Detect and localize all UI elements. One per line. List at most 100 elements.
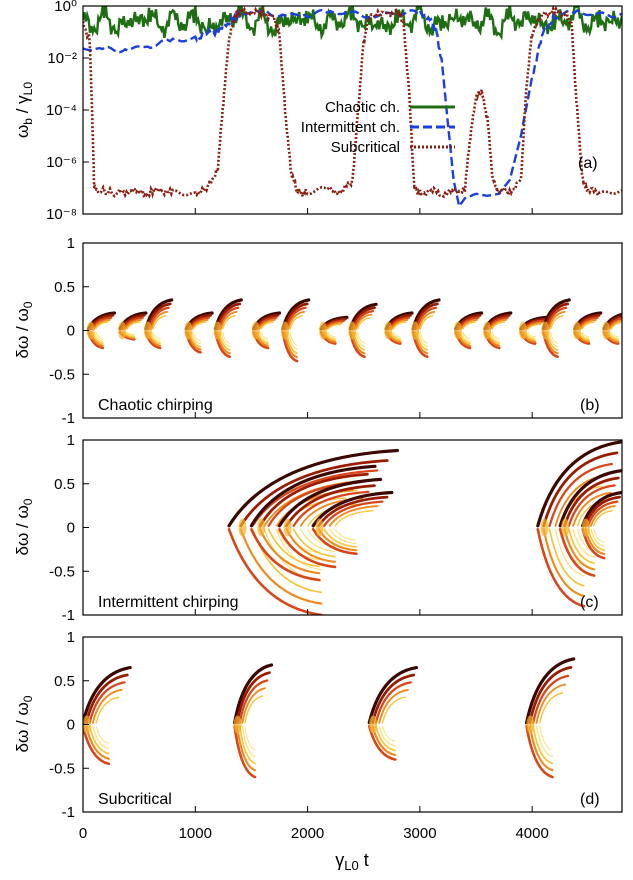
panel-a-y-axis: 10⁰ 10⁻² 10⁻⁴ 10⁻⁶ 10⁻⁸ — [46, 0, 89, 223]
chirp-up-arc — [587, 500, 619, 527]
chirp-up-arc — [356, 317, 371, 330]
chirp-up-arc — [289, 315, 304, 330]
chirp-core — [369, 715, 378, 734]
chirp-down-arc — [152, 331, 161, 340]
y-tick-label: 0 — [67, 717, 75, 734]
chirp-up-arc — [527, 323, 542, 330]
x-tick-label: 2000 — [291, 825, 324, 842]
chirp-down-arc — [568, 528, 595, 564]
chirp-down-arc — [193, 331, 201, 342]
chirp-up-arc — [258, 472, 369, 528]
chirp-down-arc — [92, 725, 110, 750]
chirp-down-arc — [126, 331, 135, 336]
y-tick-label: -0.5 — [49, 760, 75, 777]
chirp-down-arc — [489, 331, 500, 342]
chirp-down-arc — [260, 331, 269, 340]
chirp-down-arc — [542, 528, 586, 598]
chirp-down-arc — [548, 331, 559, 348]
chirp-down-arc — [287, 331, 298, 350]
chirp-down-arc — [289, 331, 298, 346]
y-tick-label: 1 — [67, 629, 75, 646]
chirp-down-arc — [392, 331, 401, 338]
panel-d-ylabel: δω / ω0 — [13, 695, 35, 752]
y-tick-label: 10⁻² — [47, 50, 77, 67]
chirp-up-arc — [371, 673, 416, 725]
chirp-up-arc — [88, 681, 126, 724]
panel-c-ylabel: δω / ω0 — [13, 498, 35, 555]
chirp-core — [384, 321, 393, 340]
chirp-core — [572, 321, 581, 340]
chirp-down-arc — [93, 331, 104, 342]
chirp-core — [541, 321, 550, 340]
panel-b-tag: (b) — [580, 397, 600, 414]
chirp-up-arc — [126, 321, 141, 330]
chirp-up-arc — [548, 462, 614, 527]
panel-d-plot-area — [83, 657, 576, 779]
chirp-up-arc — [590, 505, 616, 527]
chirp-down-arc — [527, 331, 536, 338]
chirp-up-arc — [323, 500, 384, 527]
chirp-down-arc — [539, 725, 553, 751]
chirp-up-arc — [390, 318, 409, 330]
chirp-core — [213, 321, 222, 340]
chirp-down-arc — [323, 528, 358, 548]
panel-b: 1 0.5 0 -0.5 -1 δω / ω0 Chaotic chirping (b) — [13, 235, 623, 427]
panel-d-frame — [82, 636, 623, 813]
chirp-up-arc — [558, 469, 622, 528]
chirp-up-arc — [238, 679, 269, 724]
panel-b-ylabel: δω / ω0 — [13, 301, 35, 358]
chirp-core — [319, 321, 328, 340]
chirp-up-arc — [549, 315, 564, 330]
y-tick-label: -1 — [62, 607, 75, 624]
chirp-down-arc — [532, 725, 554, 765]
chirp-up-arc — [260, 321, 274, 330]
chirp-core — [540, 518, 549, 537]
chirp-down-arc — [311, 528, 358, 556]
panel-c-label: Intermittent chirping — [98, 594, 239, 611]
chirp-up-arc — [235, 671, 271, 725]
chirp-down-arc — [191, 331, 202, 345]
chirp-core — [581, 518, 590, 537]
chirp-up-arc — [539, 692, 564, 724]
y-tick-label: -0.5 — [49, 563, 75, 580]
chirp-down-arc — [579, 331, 590, 340]
chirp-up-arc — [239, 459, 389, 528]
chirp-up-arc — [460, 318, 478, 330]
chirp-up-arc — [249, 464, 377, 528]
chirp-down-arc — [590, 528, 605, 547]
chirp-down-arc — [593, 528, 605, 543]
chirp-down-arc — [535, 725, 553, 758]
panel-a: 10⁰ 10⁻² 10⁻⁴ 10⁻⁶ 10⁻⁸ ωb / γL0 (a) Chaotic… — [13, 0, 623, 223]
panel-d-label: Subcritical — [98, 791, 172, 808]
chirp-down-arc — [244, 725, 256, 751]
y-tick-label: -1 — [62, 410, 75, 427]
y-tick-label: 10⁻⁶ — [46, 154, 77, 171]
chirp-up-arc — [222, 315, 236, 330]
chirp-down-arc — [558, 528, 596, 577]
chirp-core — [561, 518, 570, 537]
chirp-down-arc — [378, 725, 396, 747]
chirp-down-arc — [572, 528, 595, 558]
chirp-up-arc — [95, 696, 120, 724]
chirp-up-arc — [525, 321, 544, 330]
chirp-up-arc — [610, 321, 622, 330]
chirp-up-arc — [292, 490, 370, 527]
chirp-up-arc — [152, 315, 167, 330]
chirp-down-arc — [222, 331, 231, 344]
chirp-up-arc — [251, 469, 379, 527]
chirp-up-arc — [367, 666, 419, 725]
chirp-up-arc — [381, 696, 406, 724]
chirp-up-arc — [593, 510, 614, 527]
chirp-up-arc — [374, 681, 412, 724]
y-tick-label: 1 — [67, 432, 75, 449]
chirp-down-arc — [327, 331, 336, 338]
chirp-core — [118, 321, 127, 340]
chirp-core — [86, 321, 95, 340]
chirp-down-arc — [375, 725, 396, 752]
chirp-core — [411, 321, 420, 340]
chirp-core — [483, 321, 492, 340]
chirp-up-arc — [192, 321, 207, 330]
chirp-down-arc — [525, 331, 536, 340]
chirp-up-arc — [417, 310, 436, 330]
